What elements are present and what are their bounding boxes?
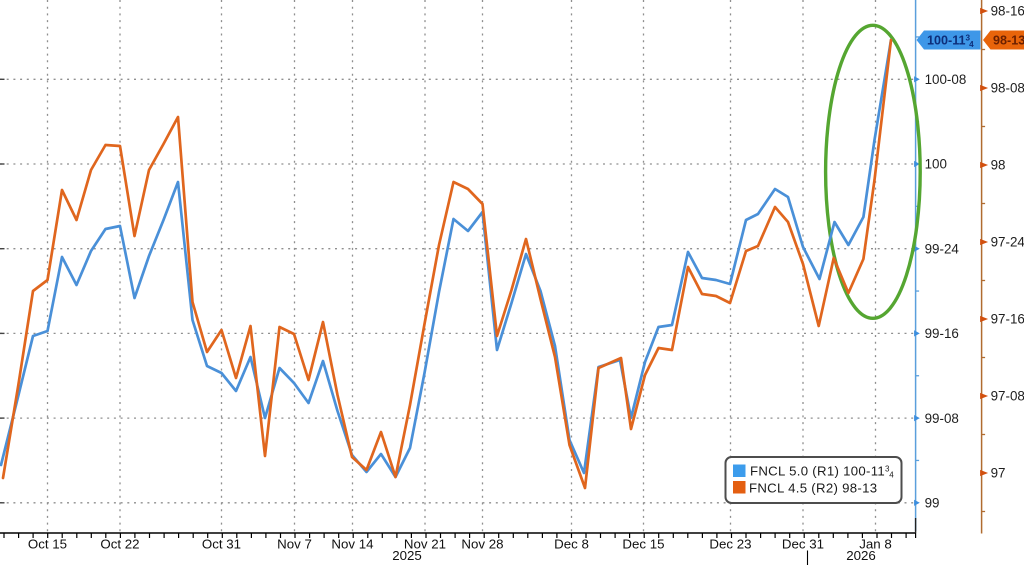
svg-text:100: 100 [925,157,947,172]
svg-text:FNCL 5.0 (R1) 100-1134: FNCL 5.0 (R1) 100-1134 [750,464,894,480]
svg-text:Oct 22: Oct 22 [100,537,139,552]
svg-text:98-13: 98-13 [993,34,1024,48]
svg-text:Dec 15: Dec 15 [622,537,664,552]
svg-text:Dec 8: Dec 8 [554,537,589,552]
svg-text:Oct 15: Oct 15 [28,537,67,552]
svg-text:FNCL 4.5 (R2) 98-13: FNCL 4.5 (R2) 98-13 [749,481,877,496]
svg-text:Dec 23: Dec 23 [709,537,751,552]
svg-text:99-16: 99-16 [925,326,959,341]
svg-text:99-08: 99-08 [925,411,959,426]
svg-text:98-08: 98-08 [991,81,1024,96]
svg-text:2026: 2026 [846,548,876,563]
svg-text:2025: 2025 [392,548,422,563]
svg-text:Oct 31: Oct 31 [202,537,241,552]
svg-text:97-24: 97-24 [991,235,1024,250]
svg-text:Dec 31: Dec 31 [782,537,824,552]
svg-text:99-24: 99-24 [925,241,960,256]
svg-text:Nov 7: Nov 7 [277,537,312,552]
svg-text:Nov 21: Nov 21 [404,537,446,552]
svg-text:97-08: 97-08 [991,389,1024,404]
svg-text:100-1134: 100-1134 [927,33,974,48]
svg-text:Nov 28: Nov 28 [461,537,503,552]
svg-text:98: 98 [991,158,1006,173]
svg-text:Jan 8: Jan 8 [859,537,892,552]
svg-text:97: 97 [991,466,1006,481]
svg-text:Nov 14: Nov 14 [331,537,373,552]
svg-text:98-16: 98-16 [991,4,1024,19]
svg-text:100-08: 100-08 [925,72,967,87]
svg-text:97-16: 97-16 [991,312,1024,327]
svg-text:99: 99 [925,496,940,511]
